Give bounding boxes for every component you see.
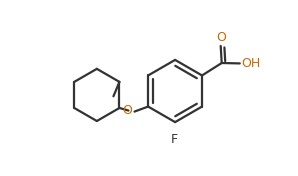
- Text: F: F: [171, 133, 178, 146]
- Text: O: O: [216, 31, 226, 43]
- Text: O: O: [122, 105, 132, 118]
- Text: OH: OH: [241, 57, 261, 70]
